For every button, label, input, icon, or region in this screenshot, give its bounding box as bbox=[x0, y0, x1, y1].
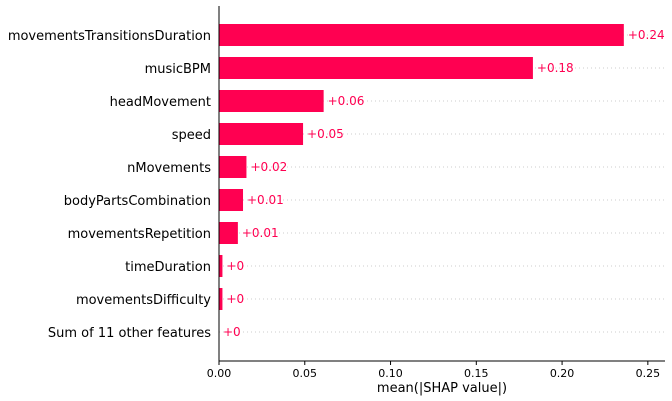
category-label: movementsRepetition bbox=[68, 227, 211, 242]
bar bbox=[219, 222, 238, 244]
value-label: +0.01 bbox=[242, 226, 279, 240]
category-labels: movementsTransitionsDuration musicBPM head… bbox=[8, 29, 211, 341]
x-tick-label: 0.25 bbox=[636, 367, 661, 380]
value-label: +0 bbox=[226, 259, 244, 273]
x-tick-label: 0.15 bbox=[464, 367, 489, 380]
value-label: +0 bbox=[223, 325, 241, 339]
bar bbox=[219, 57, 533, 79]
value-labels: +0.24 +0.18 +0.06 +0.05 +0.02 +0.01 +0.01 +0 +0 +… bbox=[223, 28, 665, 339]
x-ticks: 0.00 0.05 0.10 0.15 0.20 0.25 bbox=[207, 361, 660, 380]
value-label: +0.24 bbox=[628, 28, 665, 42]
value-label: +0.06 bbox=[328, 94, 365, 108]
value-label: +0.18 bbox=[537, 61, 574, 75]
category-label: bodyPartsCombination bbox=[64, 194, 211, 209]
value-label: +0.02 bbox=[250, 160, 287, 174]
bar bbox=[219, 189, 244, 211]
bar bbox=[219, 255, 223, 277]
category-label: headMovement bbox=[110, 95, 211, 110]
x-tick-label: 0.00 bbox=[207, 367, 232, 380]
x-axis-title: mean(|SHAP value|) bbox=[377, 381, 507, 396]
category-label: musicBPM bbox=[145, 62, 211, 77]
category-label: Sum of 11 other features bbox=[48, 326, 211, 341]
bar bbox=[219, 24, 624, 46]
x-tick-label: 0.05 bbox=[293, 367, 318, 380]
axes bbox=[218, 6, 665, 362]
category-label: movementsDifficulty bbox=[76, 293, 211, 308]
bar bbox=[219, 123, 304, 145]
value-label: +0.05 bbox=[307, 127, 344, 141]
category-label: timeDuration bbox=[125, 260, 211, 275]
x-tick-label: 0.10 bbox=[378, 367, 403, 380]
bar bbox=[219, 156, 247, 178]
grid-lines bbox=[219, 34, 665, 333]
category-label: speed bbox=[172, 128, 211, 143]
value-label: +0 bbox=[226, 292, 244, 306]
bars bbox=[219, 24, 624, 310]
category-label: nMovements bbox=[127, 161, 211, 176]
bar bbox=[219, 90, 324, 112]
value-label: +0.01 bbox=[247, 193, 284, 207]
category-label: movementsTransitionsDuration bbox=[8, 29, 211, 44]
bar bbox=[219, 288, 223, 310]
x-tick-label: 0.20 bbox=[550, 367, 575, 380]
